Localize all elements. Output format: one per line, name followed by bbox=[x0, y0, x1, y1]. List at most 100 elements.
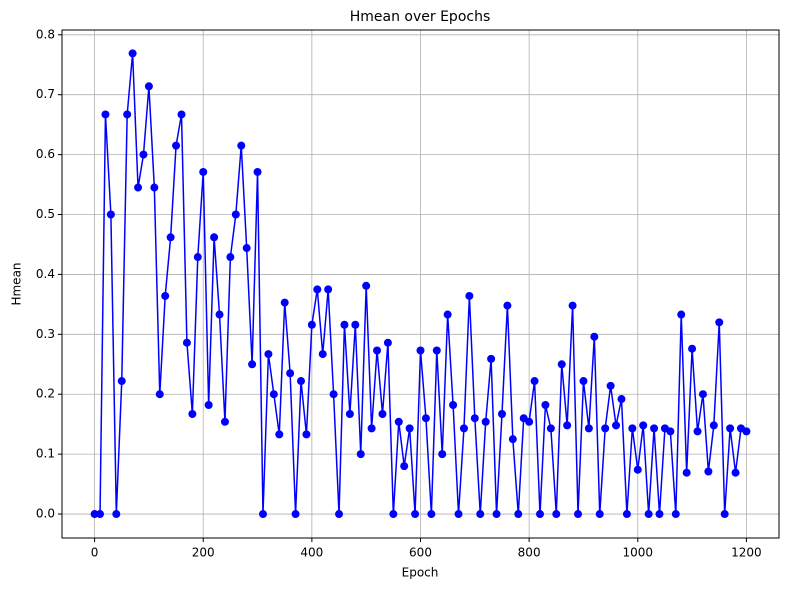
data-point bbox=[231, 210, 240, 219]
data-point bbox=[492, 510, 501, 519]
data-point bbox=[215, 310, 224, 319]
data-point bbox=[465, 291, 474, 300]
data-point bbox=[709, 421, 718, 430]
data-point bbox=[541, 401, 550, 410]
data-point bbox=[557, 360, 566, 369]
plot-frame bbox=[61, 29, 780, 539]
data-point bbox=[715, 318, 724, 327]
data-point bbox=[302, 430, 311, 439]
data-point bbox=[96, 510, 105, 519]
data-point bbox=[666, 427, 675, 436]
data-point bbox=[134, 183, 143, 192]
data-point bbox=[536, 510, 544, 519]
data-point bbox=[677, 310, 686, 319]
data-point bbox=[226, 253, 235, 262]
data-point bbox=[497, 409, 506, 418]
data-point bbox=[503, 301, 512, 310]
data-point bbox=[546, 424, 555, 433]
data-point bbox=[188, 409, 197, 418]
data-point bbox=[307, 320, 316, 329]
data-point bbox=[704, 467, 713, 476]
data-point bbox=[427, 510, 436, 519]
y-tick-label: 0.6 bbox=[36, 147, 55, 161]
data-point bbox=[101, 110, 110, 119]
data-point bbox=[459, 424, 468, 433]
x-tick-label: 400 bbox=[300, 546, 323, 560]
y-tick-label: 0.0 bbox=[36, 507, 55, 521]
data-point bbox=[335, 510, 344, 519]
data-point bbox=[622, 510, 631, 519]
data-point bbox=[351, 320, 360, 329]
data-point bbox=[220, 417, 229, 426]
data-point bbox=[248, 360, 257, 369]
data-point bbox=[286, 369, 295, 378]
y-tick-label: 0.3 bbox=[36, 327, 55, 341]
data-point bbox=[144, 82, 153, 91]
data-point bbox=[383, 338, 392, 347]
data-point bbox=[172, 141, 181, 150]
y-axis-label: Hmean bbox=[10, 262, 24, 305]
data-point bbox=[297, 377, 305, 386]
data-point bbox=[438, 450, 447, 459]
data-point bbox=[514, 510, 523, 519]
data-point bbox=[345, 409, 354, 418]
data-point bbox=[726, 424, 735, 433]
data-point bbox=[487, 354, 496, 363]
data-point bbox=[639, 421, 648, 430]
data-point bbox=[568, 301, 577, 310]
data-point bbox=[269, 390, 278, 399]
data-point bbox=[470, 414, 479, 423]
data-point bbox=[210, 233, 219, 242]
data-point bbox=[373, 346, 382, 355]
data-point bbox=[481, 417, 490, 426]
chart-title: Hmean over Epochs bbox=[350, 9, 491, 25]
data-point bbox=[595, 510, 604, 519]
data-point bbox=[378, 409, 387, 418]
x-tick-label: 0 bbox=[91, 546, 99, 560]
data-point bbox=[508, 435, 517, 444]
data-point bbox=[155, 390, 164, 399]
data-point bbox=[128, 49, 137, 58]
data-point bbox=[275, 430, 284, 439]
data-point bbox=[590, 332, 599, 341]
data-point bbox=[150, 183, 159, 192]
data-point bbox=[606, 381, 615, 390]
x-axis-label: Epoch bbox=[402, 566, 439, 580]
data-point bbox=[166, 233, 175, 242]
data-point bbox=[324, 285, 333, 294]
data-point bbox=[106, 210, 115, 219]
data-point bbox=[356, 450, 365, 459]
y-tick-label: 0.8 bbox=[36, 27, 55, 41]
data-point bbox=[394, 417, 403, 426]
data-point bbox=[199, 167, 208, 176]
data-point bbox=[318, 350, 327, 359]
data-point bbox=[280, 298, 289, 307]
y-tick-label: 0.4 bbox=[36, 267, 55, 281]
data-point bbox=[329, 390, 338, 399]
data-point bbox=[416, 346, 425, 355]
data-point bbox=[449, 401, 458, 410]
data-point bbox=[584, 424, 593, 433]
data-point bbox=[362, 281, 371, 290]
y-tick-label: 0.2 bbox=[36, 387, 55, 401]
data-point bbox=[530, 377, 539, 386]
data-point bbox=[671, 510, 680, 519]
data-point bbox=[688, 344, 697, 353]
x-tick-label: 1000 bbox=[622, 546, 653, 560]
data-point bbox=[682, 468, 691, 477]
data-point bbox=[650, 424, 659, 433]
data-point bbox=[291, 510, 300, 519]
data-point bbox=[432, 346, 441, 355]
data-point bbox=[655, 510, 664, 519]
data-point bbox=[389, 510, 398, 519]
data-point bbox=[612, 421, 621, 430]
x-tick-label: 600 bbox=[409, 546, 432, 560]
data-point bbox=[742, 427, 751, 436]
data-point bbox=[525, 417, 534, 426]
x-tick-label: 800 bbox=[518, 546, 541, 560]
data-point bbox=[161, 291, 170, 300]
data-point bbox=[574, 510, 583, 519]
data-point bbox=[117, 377, 126, 386]
data-point bbox=[421, 414, 430, 423]
